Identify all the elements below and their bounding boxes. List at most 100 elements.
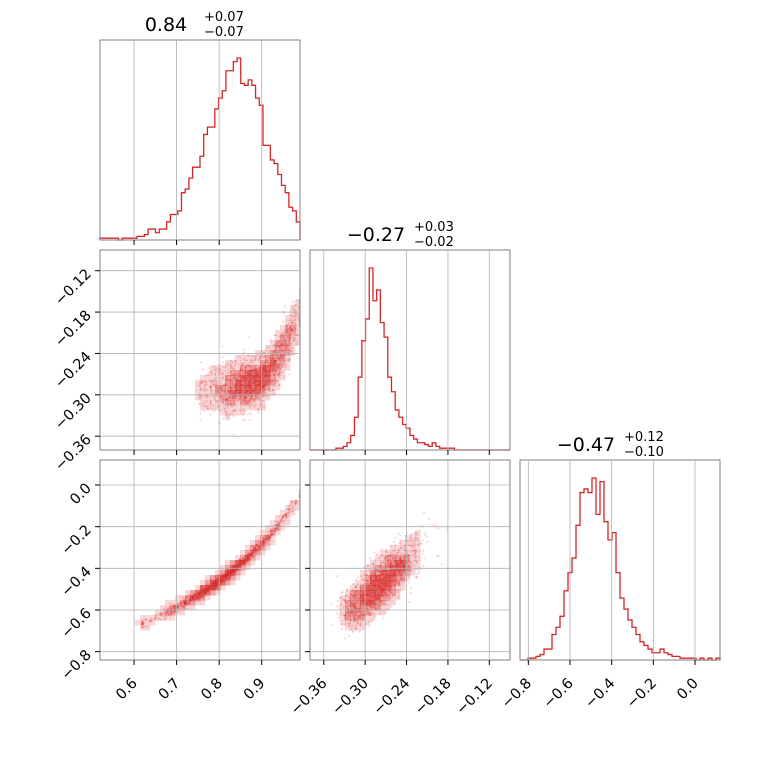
sample-point: [225, 398, 228, 401]
sample-point: [221, 575, 224, 578]
sample-point: [401, 570, 404, 573]
sample-point: [383, 591, 386, 595]
sample-point: [240, 383, 243, 386]
sample-point: [407, 554, 410, 557]
sample-point: [358, 607, 362, 610]
sample-point: [383, 558, 386, 561]
sample-point: [372, 562, 375, 565]
sample-point: [224, 575, 227, 578]
sample-point: [221, 575, 224, 578]
sample-point: [378, 557, 381, 560]
sample-point: [404, 548, 407, 551]
sample-point: [369, 601, 373, 604]
density-contour-cell: [165, 610, 171, 616]
density-contour-cell: [280, 345, 286, 351]
sample-point: [288, 358, 291, 361]
sample-point: [210, 407, 213, 410]
sample-point: [252, 554, 255, 557]
sample-point: [205, 400, 208, 403]
density-contour-cell: [385, 565, 391, 571]
sample-point: [403, 544, 407, 547]
sample-point: [183, 600, 186, 604]
sample-point: [206, 587, 210, 590]
density-contour-cell: [240, 395, 246, 401]
density-contour-cell: [210, 400, 216, 406]
sample-point: [235, 572, 238, 576]
density-contour-cell: [280, 370, 286, 376]
sample-point: [376, 587, 379, 590]
sample-point: [234, 359, 237, 362]
density-contour-cell: [185, 595, 191, 601]
sample-point: [373, 581, 376, 584]
sample-point: [239, 386, 242, 389]
sample-point: [365, 593, 368, 597]
sample-point: [246, 378, 249, 381]
sample-point: [273, 379, 276, 382]
sample-point: [387, 555, 390, 558]
sample-point: [367, 595, 371, 598]
sample-point: [245, 402, 248, 405]
sample-point: [235, 379, 239, 382]
sample-point: [265, 365, 268, 368]
density-contour-cell: [170, 605, 176, 611]
density-contour-cell: [290, 345, 296, 351]
density-contour-cell: [360, 625, 366, 631]
sample-point: [236, 563, 240, 566]
sample-point: [182, 606, 185, 609]
sample-point: [250, 378, 253, 381]
sample-point: [391, 564, 394, 567]
sample-point: [238, 380, 241, 384]
density-contour-cell: [245, 555, 251, 561]
sample-point: [234, 568, 238, 571]
density-contour-cell: [260, 380, 266, 386]
sample-point: [365, 579, 369, 582]
sample-point: [273, 524, 276, 527]
sample-point: [205, 383, 208, 386]
sample-point: [204, 592, 207, 595]
sample-point: [389, 564, 392, 567]
density-contour-cell: [250, 355, 256, 361]
sample-point: [248, 384, 251, 387]
sample-point: [246, 559, 249, 562]
sample-point: [262, 540, 265, 543]
sample-point: [271, 361, 275, 364]
density-contour-cell: [265, 375, 271, 381]
sample-point: [236, 391, 239, 394]
sample-point: [395, 577, 398, 580]
sample-point: [197, 593, 200, 597]
sample-point: [246, 557, 249, 560]
density-contour-cell: [260, 535, 266, 541]
sample-point: [353, 605, 356, 608]
density-contour-cell: [370, 590, 376, 596]
sample-point: [247, 400, 250, 403]
sample-point: [292, 506, 295, 509]
sample-point: [293, 309, 296, 312]
sample-point: [203, 592, 206, 596]
sample-point: [265, 346, 269, 349]
sample-point: [278, 340, 281, 343]
sample-point: [197, 591, 200, 594]
scatter-panel-2: [99, 459, 301, 661]
sample-point: [380, 584, 384, 587]
density-contour-cell: [285, 505, 291, 511]
sample-point: [200, 587, 203, 590]
sample-point: [187, 592, 190, 596]
sample-point: [354, 602, 357, 606]
sample-point: [215, 582, 218, 585]
sample-point: [288, 508, 291, 511]
density-contour-cell: [250, 395, 256, 401]
sample-point: [210, 588, 214, 591]
density-contour-cell: [200, 395, 206, 401]
density-contour-cell: [245, 370, 251, 376]
sample-point: [211, 380, 214, 383]
sample-point: [268, 537, 271, 540]
sample-point: [239, 559, 242, 562]
sample-point: [210, 587, 214, 590]
sample-point: [369, 604, 372, 607]
sample-point: [242, 386, 246, 389]
density-contour-cell: [245, 550, 251, 556]
sample-point: [350, 612, 353, 615]
sample-point: [243, 561, 246, 564]
sample-point: [386, 594, 389, 597]
sample-point: [249, 374, 252, 377]
